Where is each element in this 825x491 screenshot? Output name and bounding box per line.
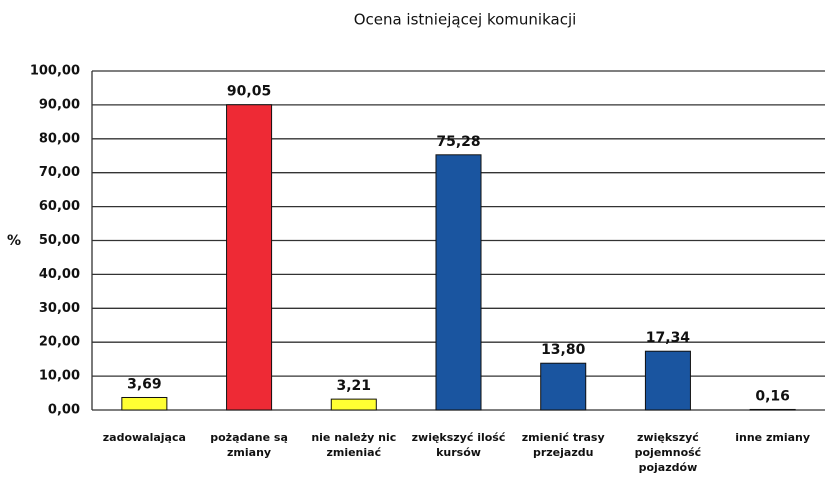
data-label: 13,80 — [541, 342, 586, 358]
y-tick-label: 100,00 — [30, 64, 80, 79]
y-tick-label: 70,00 — [39, 165, 80, 180]
bar — [121, 396, 168, 411]
data-label: 90,05 — [227, 84, 271, 100]
x-tick-label: inne zmiany — [735, 431, 811, 444]
x-tick-label: zwiększyć pojemność pojazdów — [634, 431, 702, 474]
chart-title: Ocena istniejącej komunikacji — [354, 11, 577, 29]
y-tick-label: 60,00 — [39, 199, 80, 214]
y-tick-label: 30,00 — [39, 301, 80, 316]
data-label: 0,16 — [755, 388, 790, 404]
data-label: 17,34 — [646, 330, 691, 346]
y-tick-label: 90,00 — [39, 97, 80, 112]
data-label: 3,21 — [337, 378, 372, 394]
bar — [330, 398, 377, 411]
x-tick-label: zmienić trasy przejazdu — [521, 431, 605, 459]
data-label: 75,28 — [436, 134, 480, 150]
bar — [644, 350, 691, 411]
bar — [226, 104, 273, 411]
bar — [540, 362, 587, 411]
x-tick-label: zadowalająca — [102, 431, 186, 444]
bar — [749, 408, 796, 411]
y-tick-label: 80,00 — [39, 131, 80, 146]
x-tick-label: pożądane są zmiany — [210, 431, 288, 459]
y-tick-label: 0,00 — [48, 403, 80, 418]
y-tick-label: 50,00 — [39, 233, 80, 248]
y-axis-label: % — [7, 233, 21, 249]
data-label: 3,69 — [127, 376, 162, 392]
y-tick-label: 40,00 — [39, 267, 80, 282]
x-tick-label: zwiększyć ilość kursów — [411, 431, 506, 459]
y-tick-label: 10,00 — [39, 369, 80, 384]
x-tick-label: nie należy nic zmieniać — [311, 431, 397, 459]
bar — [435, 154, 482, 411]
y-tick-label: 20,00 — [39, 335, 80, 350]
